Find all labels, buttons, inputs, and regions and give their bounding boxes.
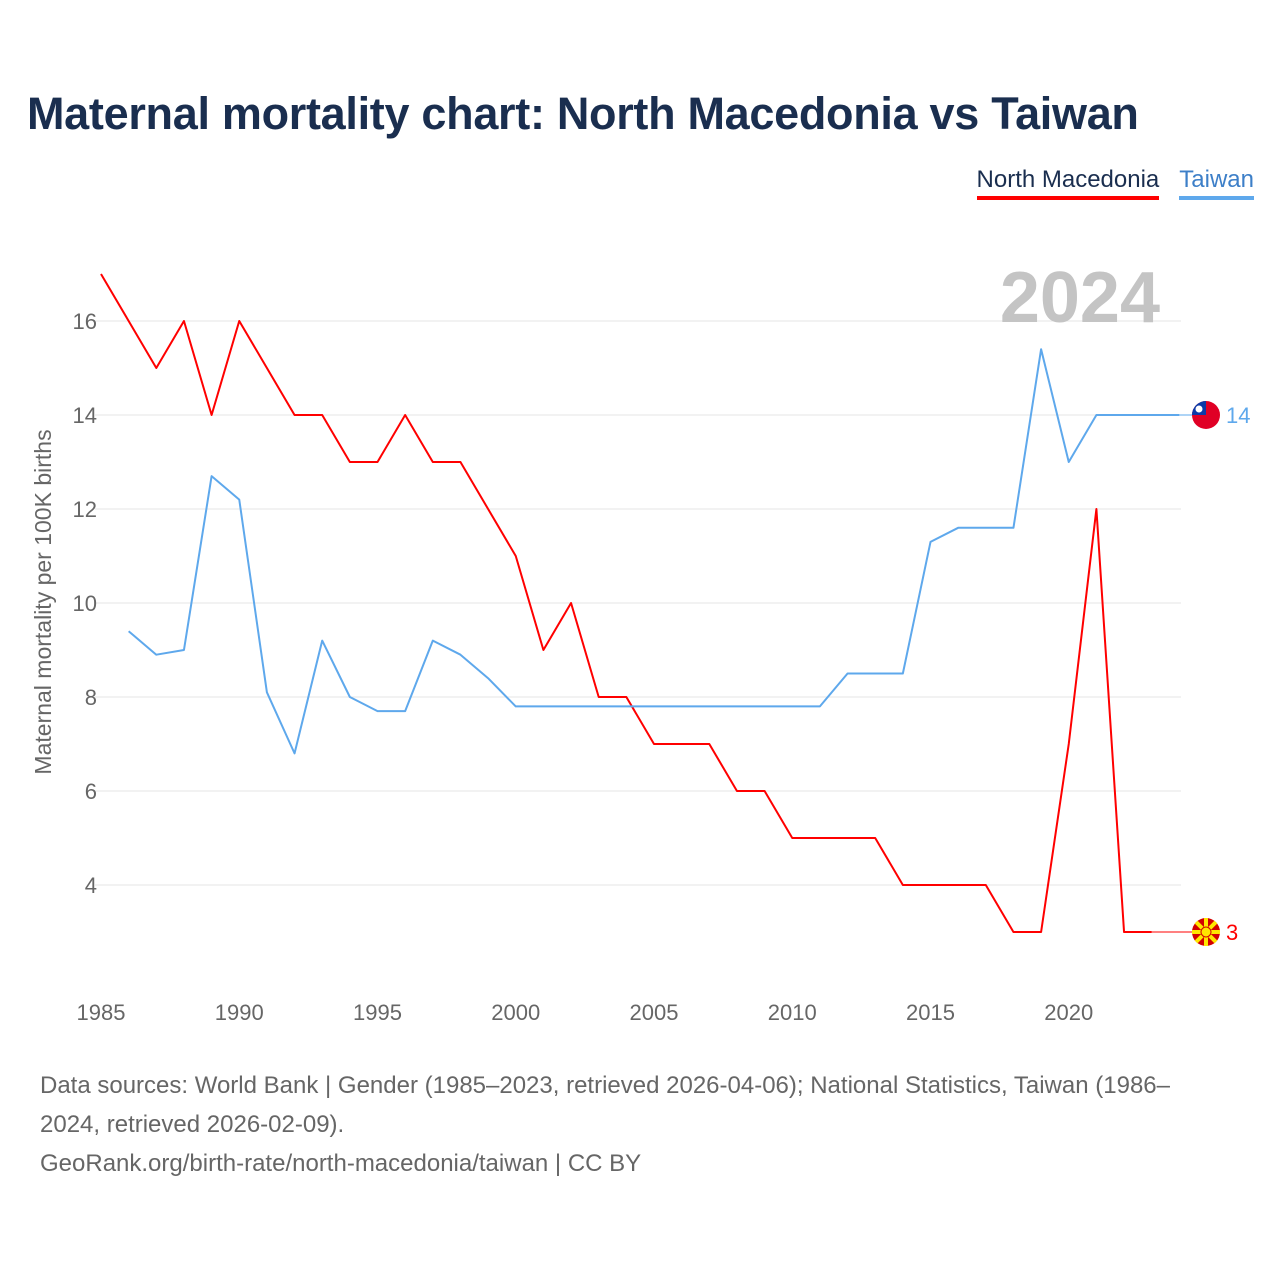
y-tick-label: 16 <box>73 309 97 334</box>
x-tick-label: 2005 <box>630 1000 679 1025</box>
y-tick-label: 10 <box>73 591 97 616</box>
y-tick-label: 8 <box>85 685 97 710</box>
y-tick-label: 6 <box>85 779 97 804</box>
legend-north-macedonia[interactable]: North Macedonia <box>976 166 1160 200</box>
source-text: Data sources: World Bank | Gender (1985–… <box>40 1072 1170 1138</box>
end-value-label: 14 <box>1226 403 1250 428</box>
x-tick-label: 2015 <box>906 1000 955 1025</box>
legend-taiwan[interactable]: Taiwan <box>1179 166 1254 200</box>
source-link[interactable]: GeoRank.org/birth-rate/north-macedonia/t… <box>40 1150 642 1177</box>
y-tick-label: 14 <box>73 403 97 428</box>
x-tick-label: 2010 <box>768 1000 817 1025</box>
legend: North Macedonia Taiwan <box>976 166 1254 200</box>
series-line-taiwan <box>128 348 1180 755</box>
x-tick-label: 1995 <box>353 1000 402 1025</box>
x-tick-label: 2020 <box>1044 1000 1093 1025</box>
chart-title: Maternal mortality chart: North Macedoni… <box>27 88 1139 139</box>
taiwan-flag-icon <box>1192 401 1220 429</box>
north-macedonia-flag-icon <box>1192 918 1220 946</box>
year-watermark: 2024 <box>1000 258 1160 338</box>
x-tick-label: 1990 <box>215 1000 264 1025</box>
x-tick-label: 1985 <box>77 1000 126 1025</box>
y-tick-label: 4 <box>85 873 97 898</box>
y-tick-label: 12 <box>73 497 97 522</box>
sources: Data sources: World Bank | Gender (1985–… <box>40 1066 1220 1183</box>
end-value-label: 3 <box>1226 920 1238 945</box>
series-line-north-macedonia <box>100 273 1152 933</box>
x-tick-label: 2000 <box>491 1000 540 1025</box>
y-axis-label: Maternal mortality per 100K births <box>30 429 56 774</box>
